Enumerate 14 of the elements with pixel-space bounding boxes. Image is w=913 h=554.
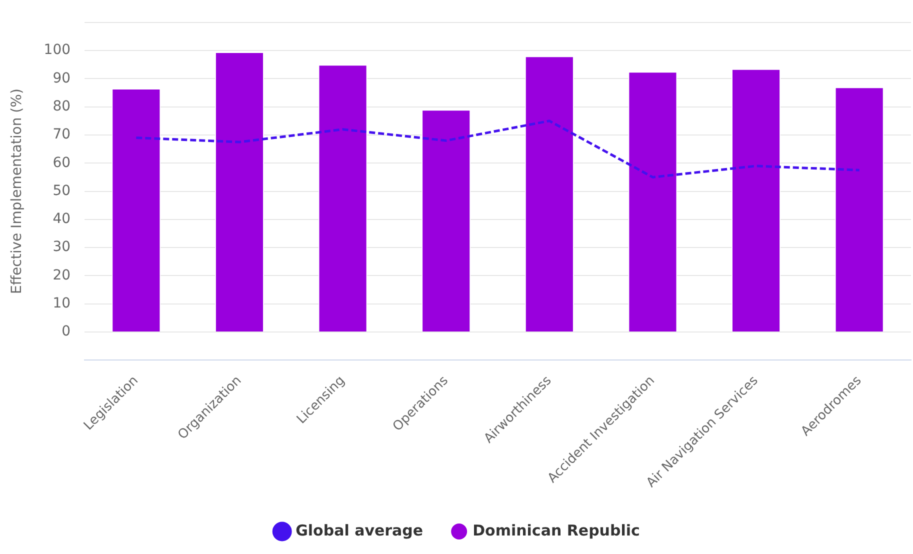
- legend-label: Dominican Republic: [472, 521, 640, 540]
- legend-label: Global average: [296, 521, 424, 540]
- y-tick-label: 90: [52, 70, 71, 86]
- y-tick-label: 80: [52, 98, 71, 114]
- y-tick-label: 100: [44, 42, 71, 58]
- y-tick-label: 20: [52, 267, 71, 284]
- y-tick-label: 40: [52, 211, 71, 228]
- y-tick-label: 70: [52, 126, 71, 143]
- y-tick-label: 0: [62, 324, 71, 340]
- y-axis-title: Effective Implementation (%): [9, 88, 26, 294]
- y-tick-label: 50: [52, 182, 71, 199]
- y-tick-label: 60: [52, 154, 71, 171]
- y-tick-label: 10: [52, 296, 71, 312]
- y-tick-label: 30: [52, 239, 71, 256]
